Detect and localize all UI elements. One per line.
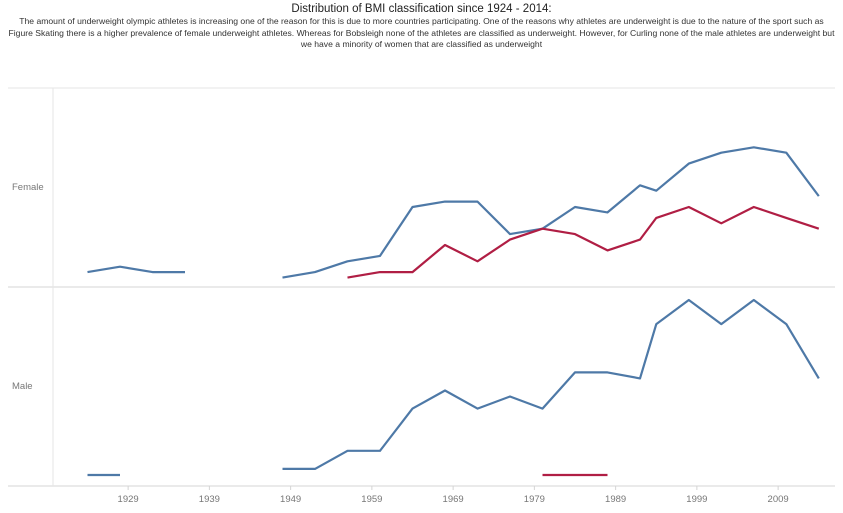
row-label-female: Female	[12, 182, 44, 193]
x-axis-ticks: 1929 1939 1949 1959 1969 1979 1989 1999 2009	[118, 486, 789, 505]
chart-lines	[87, 146, 820, 477]
chart-subtitle: The amount of underweight olympic athlet…	[8, 16, 835, 49]
x-tick-label-2009: 2009	[768, 494, 789, 505]
x-tick-label-1989: 1989	[605, 494, 626, 505]
series-line-female-blue-1	[282, 146, 820, 279]
chart-frame	[8, 87, 835, 487]
x-tick-label-1949: 1949	[280, 494, 301, 505]
series-line-female-blue-0	[87, 265, 185, 274]
series-line-male-blue-1	[282, 298, 820, 470]
x-tick-label-1959: 1959	[361, 494, 382, 505]
x-tick-label-1979: 1979	[524, 494, 545, 505]
x-tick-label-1929: 1929	[118, 494, 139, 505]
series-line-female-red-0	[347, 205, 820, 279]
x-tick-label-1969: 1969	[443, 494, 464, 505]
chart-title: Distribution of BMI classification since…	[291, 3, 552, 15]
x-tick-label-1999: 1999	[686, 494, 707, 505]
x-tick-label-1939: 1939	[199, 494, 220, 505]
row-label-male: Male	[12, 381, 33, 392]
